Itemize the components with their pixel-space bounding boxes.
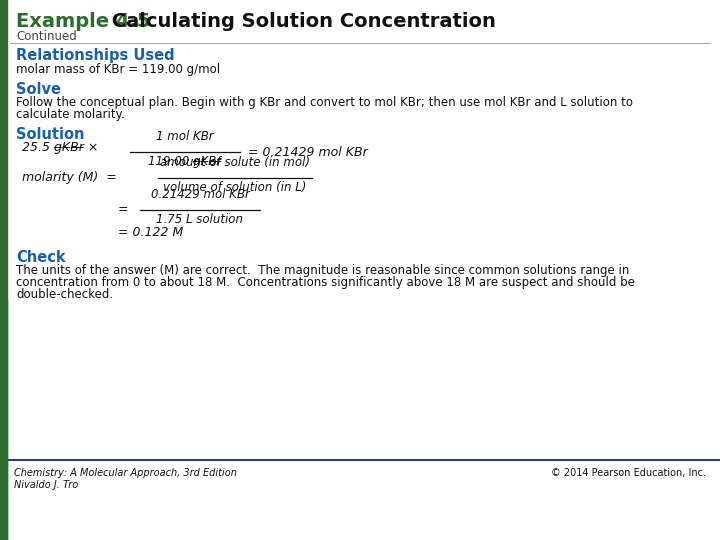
Text: 0.21429 mol KBr: 0.21429 mol KBr: [150, 188, 249, 201]
Text: Continued: Continued: [16, 30, 77, 43]
Text: 1.75 L solution: 1.75 L solution: [156, 213, 243, 226]
Text: =: =: [118, 204, 128, 217]
Text: Follow the conceptual plan. Begin with g KBr and convert to mol KBr; then use mo: Follow the conceptual plan. Begin with g…: [16, 96, 633, 109]
Text: Calculating Solution Concentration: Calculating Solution Concentration: [105, 12, 496, 31]
Text: 119.00 g̶K̶B̶r̶: 119.00 g̶K̶B̶r̶: [148, 155, 222, 168]
Text: Nivaldo J. Tro: Nivaldo J. Tro: [14, 480, 78, 490]
Text: Example 4.5: Example 4.5: [16, 12, 150, 31]
Text: volume of solution (in L): volume of solution (in L): [163, 181, 307, 194]
Text: Chemistry: A Molecular Approach, 3rd Edition: Chemistry: A Molecular Approach, 3rd Edi…: [14, 468, 237, 478]
Text: calculate molarity.: calculate molarity.: [16, 108, 125, 121]
Text: molarity (M)  =: molarity (M) =: [22, 172, 117, 185]
Text: The units of the answer (M) are correct.  The magnitude is reasonable since comm: The units of the answer (M) are correct.…: [16, 264, 629, 277]
Text: © 2014 Pearson Education, Inc.: © 2014 Pearson Education, Inc.: [551, 468, 706, 478]
Text: Solve: Solve: [16, 82, 61, 97]
Text: = 0.21429 mol KBr: = 0.21429 mol KBr: [248, 145, 368, 159]
Text: molar mass of KBr = 119.00 g/mol: molar mass of KBr = 119.00 g/mol: [16, 63, 220, 76]
Text: 1 mol KBr: 1 mol KBr: [156, 130, 214, 143]
Text: amount of solute (in mol): amount of solute (in mol): [160, 156, 310, 169]
Text: = 0.122 M: = 0.122 M: [118, 226, 184, 239]
Text: Relationships Used: Relationships Used: [16, 48, 175, 63]
Text: concentration from 0 to about 18 M.  Concentrations significantly above 18 M are: concentration from 0 to about 18 M. Conc…: [16, 276, 635, 289]
Text: double-checked.: double-checked.: [16, 288, 113, 301]
Bar: [0, 0, 7, 540]
Text: 25.5 g̶K̶B̶r̶ ×: 25.5 g̶K̶B̶r̶ ×: [22, 141, 99, 154]
Text: Solution: Solution: [16, 127, 84, 142]
Text: Check: Check: [16, 250, 66, 265]
Bar: [0, 300, 7, 540]
